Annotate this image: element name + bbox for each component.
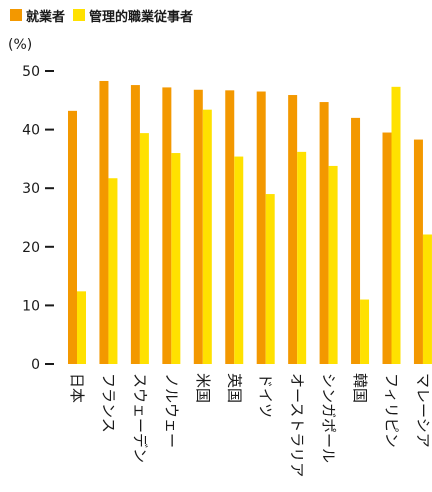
x-category-label: フィリピン (383, 373, 401, 448)
bar-employed (288, 95, 298, 364)
x-category-label: 米国 (194, 373, 212, 403)
legend-swatch-managers (73, 9, 86, 21)
x-category-label: 日本 (68, 373, 86, 403)
bar-managers (265, 194, 275, 364)
x-category-label: シンガポール (320, 373, 338, 463)
x-category-label: スウェーデン (131, 373, 149, 463)
bar-employed (225, 90, 235, 364)
legend-item-managers: 管理的職業従事者 (73, 6, 193, 25)
bar-managers (202, 109, 212, 365)
bar-managers (328, 165, 338, 364)
bar-managers (171, 153, 181, 364)
y-tick-label: 40 (22, 123, 40, 139)
y-tick-label: 0 (31, 357, 40, 373)
x-category-label: ノルウェー (162, 373, 180, 448)
bar-employed (193, 89, 203, 364)
bar-managers (77, 291, 86, 364)
bar-managers (139, 133, 149, 364)
bar-employed (351, 117, 361, 364)
legend: 就業者 管理的職業従事者 (10, 6, 193, 25)
bar-employed (256, 91, 266, 364)
bar-employed (382, 132, 392, 364)
x-category-label: マレーシア (414, 373, 432, 448)
bar-managers (108, 178, 118, 364)
bar-employed (130, 85, 140, 365)
y-tick-label: 20 (22, 240, 40, 256)
y-tick-label: 30 (22, 181, 40, 197)
x-category-label: フランス (99, 373, 117, 433)
x-category-label: 韓国 (351, 373, 369, 403)
bar-employed (319, 102, 329, 365)
x-category-label: オーストラリア (288, 373, 306, 477)
x-category-label: 英国 (225, 373, 243, 403)
legend-label-managers: 管理的職業従事者 (89, 9, 194, 25)
x-category-label: ドイツ (257, 373, 275, 418)
bar-managers (234, 156, 244, 364)
bar-managers (391, 86, 401, 365)
legend-label-employed: 就業者 (26, 9, 66, 25)
bar-managers (360, 299, 370, 364)
bar-managers (297, 151, 307, 364)
y-tick-label: 50 (22, 64, 40, 80)
bar-employed (162, 87, 172, 365)
y-tick-label: 10 (22, 298, 40, 314)
bar-managers (422, 234, 432, 364)
y-axis-unit: (%) (8, 37, 33, 53)
bar-employed (68, 110, 77, 365)
legend-swatch-employed (10, 9, 22, 21)
bar-employed (99, 80, 109, 364)
bar-employed (413, 139, 423, 364)
legend-item-employed: 就業者 (10, 6, 65, 25)
